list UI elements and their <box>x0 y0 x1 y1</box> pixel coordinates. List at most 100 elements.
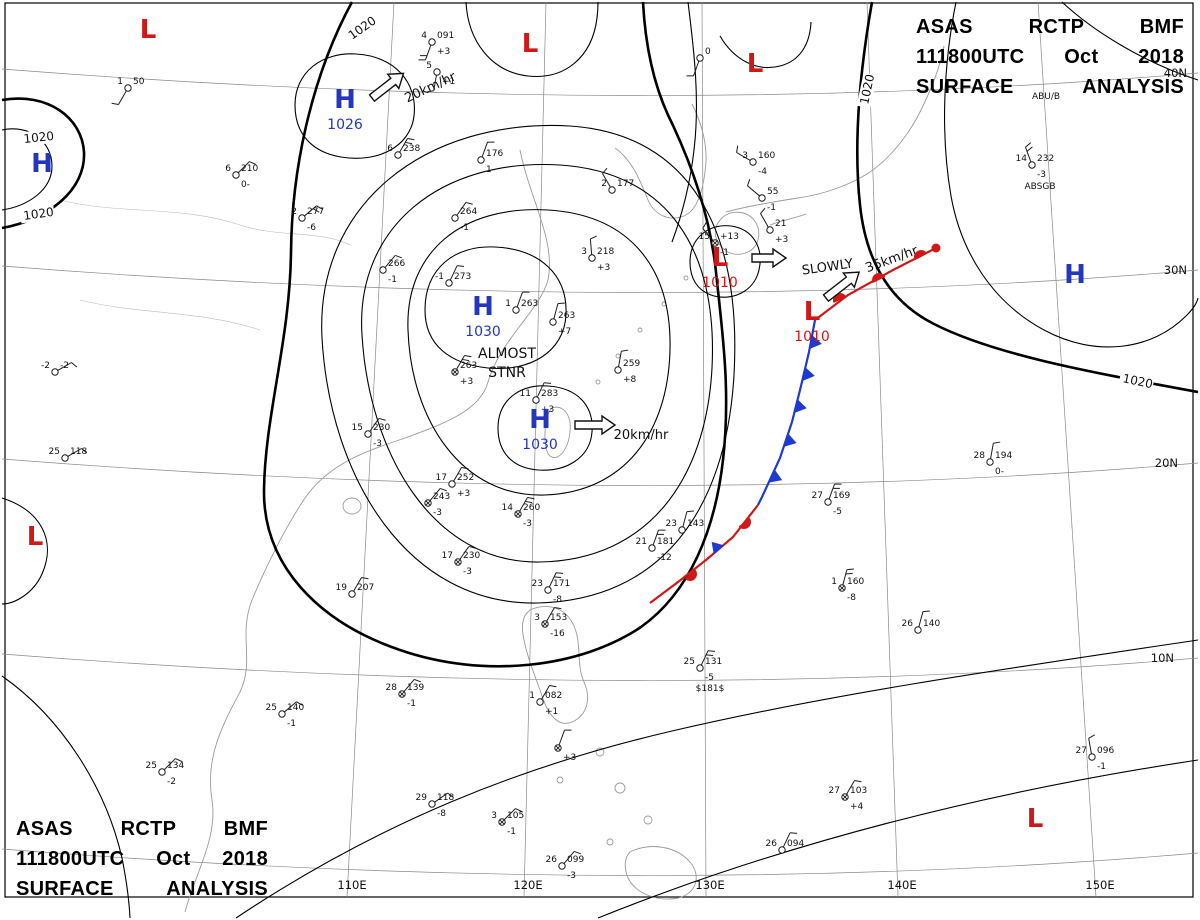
obscured-sky-icon <box>425 500 431 506</box>
obscured-sky-icon <box>712 240 718 246</box>
station-pressure: 176 <box>486 149 503 159</box>
station-temp: 26 <box>766 839 778 849</box>
station-pressure: 259 <box>623 359 640 369</box>
wind-barb <box>563 851 575 864</box>
pressure-center-letter: L <box>27 522 44 552</box>
wind-barb <box>237 161 250 174</box>
wind-barb-feather <box>602 167 608 174</box>
station-plot: 23 171 -8 <box>532 572 570 605</box>
river-path <box>79 299 261 331</box>
station-pressure: 263 <box>521 299 538 309</box>
isobar-path <box>497 385 593 471</box>
fronts <box>649 243 941 604</box>
pressure-center-H: H <box>1064 260 1086 290</box>
island <box>614 782 626 794</box>
station-plot: -2 -2 <box>41 361 78 376</box>
station-temp: 1 <box>117 77 123 87</box>
movement-arrow-icon <box>574 414 617 436</box>
station-plot: 176 1- <box>477 141 503 175</box>
station-plot: -1 273 <box>435 265 471 287</box>
wind-barb <box>548 572 557 588</box>
cold-front-marker <box>802 367 815 381</box>
station-circle <box>614 366 622 374</box>
wind-barb-feather <box>543 382 552 384</box>
wind-barb <box>652 529 659 546</box>
station-pressure: 153 <box>550 613 567 623</box>
station-plot: 263 +3 <box>451 355 477 387</box>
pressure-center-L: L 1010 <box>794 297 830 345</box>
coastline-path <box>769 213 807 226</box>
wind-barb-feather <box>706 654 714 656</box>
movement-arrow-icon <box>751 247 788 269</box>
station-tendency: -12 <box>657 553 672 563</box>
wind-barb-feather <box>993 441 1001 444</box>
station-temp: 6 <box>387 144 393 154</box>
island <box>606 838 614 846</box>
cold-front-line <box>757 319 817 506</box>
isobar-path <box>597 759 1199 919</box>
wind-barb <box>846 780 855 795</box>
warm-front-marker <box>684 569 697 581</box>
wind-barb <box>918 611 924 628</box>
station-temp: 25 <box>146 761 157 771</box>
station-temp: 3 <box>491 811 497 821</box>
isobar-label: 1020 <box>856 72 878 109</box>
station-pressure: 243 <box>433 492 450 502</box>
station-plot: 25 131 -5 <box>684 650 722 683</box>
station-temp: 23 <box>532 579 543 589</box>
station-temp: 14 <box>502 503 514 513</box>
coastline-path <box>725 45 945 213</box>
station-circle <box>278 710 286 718</box>
island <box>595 379 601 385</box>
title-line-datetime: 111800UTC Oct 2018 <box>16 848 268 870</box>
wind-barb-feather <box>686 510 694 513</box>
latitude-label: 20N <box>1155 456 1178 470</box>
station-temp: 21 <box>636 537 647 547</box>
wind-barb <box>990 443 994 459</box>
isobar-path <box>424 246 567 370</box>
station-pressure: 139 <box>407 683 424 693</box>
station-tendency: -3 <box>433 508 442 518</box>
station-tendency: -8 <box>553 595 562 605</box>
pressure-center-L: L <box>1027 804 1044 834</box>
station-plot: 25 118 <box>49 447 87 462</box>
station-plot: 3 153 -16 <box>534 607 567 639</box>
isobar-label: 1020 <box>1118 370 1155 392</box>
station-tendency: +3 <box>563 753 576 763</box>
longitude-label: 110E <box>337 878 366 892</box>
wind-barb-feather <box>316 205 323 210</box>
station-temp: 27 <box>812 491 823 501</box>
pressure-center-letter: L <box>1027 804 1044 834</box>
station-plot: 28 194 0- <box>974 441 1012 477</box>
station-plot: +3 <box>554 729 576 763</box>
obscured-sky-icon <box>452 369 458 375</box>
station-plot: 243 -3 <box>424 487 450 518</box>
pressure-center-H: H <box>31 149 53 179</box>
isobar-label: 1020 <box>19 204 56 224</box>
station-plot: 23 143 <box>666 510 704 534</box>
station-plot: 2 177 <box>601 167 634 194</box>
obscured-sky-icon <box>515 511 521 517</box>
station-pressure: 171 <box>553 579 570 589</box>
station-circle <box>608 186 616 194</box>
isobar-path <box>671 1 698 243</box>
wind-barb <box>828 483 835 500</box>
station-pressure: 0 <box>705 47 711 57</box>
station-temp: 2 <box>291 207 297 217</box>
station-pressure: 160 <box>847 577 864 587</box>
station-tendency: -4 <box>758 167 767 177</box>
wind-barb <box>429 488 441 501</box>
pressure-center-H: H 1026 <box>327 85 363 133</box>
wind-barb-feather <box>525 500 533 504</box>
isobar-path <box>689 225 761 298</box>
station-tendency: +3 <box>457 489 470 499</box>
station-temp: -1 <box>435 272 444 282</box>
station-tendency: -1 <box>388 275 397 285</box>
station-plot: 21 +3 <box>760 207 788 245</box>
station-plot: 17 252 +3 <box>436 467 474 499</box>
station-pressure: 218 <box>597 247 614 257</box>
